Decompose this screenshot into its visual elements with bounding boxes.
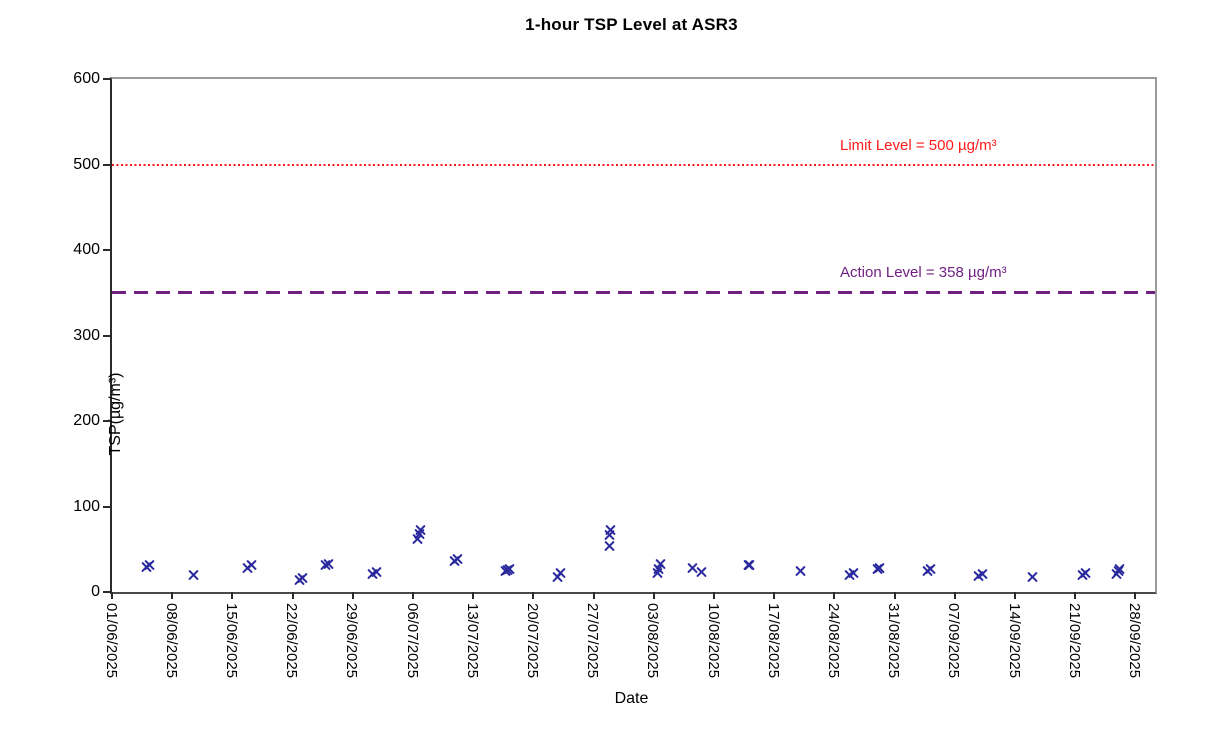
x-axis-tick [231, 592, 234, 599]
x-axis-tick [111, 592, 113, 599]
x-axis-tick [833, 592, 836, 599]
action-level-line [112, 291, 1155, 295]
x-axis-tick-label: 06/07/2025 [403, 603, 421, 679]
plot-area: Limit Level = 500 µg/m³ Action Level = 3… [73, 70, 1157, 678]
y-axis-tick [103, 505, 110, 508]
x-axis-tick-label: 14/09/2025 [1005, 603, 1023, 679]
y-axis-tick [103, 334, 110, 337]
x-axis-tick-label: 20/07/2025 [523, 603, 541, 679]
x-axis-tick [291, 592, 294, 599]
x-axis-tick-label: 15/06/2025 [222, 603, 240, 679]
x-axis-tick-label: 03/08/2025 [644, 603, 662, 679]
x-axis-tick-label: 29/06/2025 [343, 603, 361, 679]
x-axis-tick [351, 592, 354, 599]
x-axis-tick-label: 28/09/2025 [1125, 603, 1143, 679]
x-axis-tick [713, 592, 715, 599]
x-axis-tick-label: 24/08/2025 [824, 603, 842, 679]
y-axis-tick-label: 500 [73, 155, 100, 173]
limit-level-line [112, 163, 1155, 166]
x-axis-tick [472, 592, 475, 599]
y-axis-tick-label: 400 [73, 241, 100, 258]
action-level-label: Action Level = 358 µg/m³ [840, 263, 1007, 281]
y-axis-tick [103, 249, 110, 251]
y-axis-tick [103, 591, 110, 593]
chart-title: 1-hour TSP Level at ASR3 [525, 15, 738, 34]
x-axis-tick [652, 592, 655, 599]
x-axis-tick [893, 592, 896, 599]
x-axis-tick-label: 22/06/2025 [283, 603, 301, 679]
x-axis-title: Date [614, 690, 649, 707]
x-axis-tick-label: 07/09/2025 [945, 603, 963, 679]
y-axis-tick-label: 200 [73, 412, 100, 429]
x-axis-tick-label: 31/08/2025 [885, 603, 903, 679]
y-axis-tick [103, 163, 110, 166]
limit-level-label: Limit Level = 500 µg/m³ [840, 136, 997, 154]
x-axis-tick-label: 10/08/2025 [704, 603, 722, 679]
x-axis-tick-label: 17/08/2025 [764, 603, 782, 679]
y-axis-tick [103, 420, 110, 422]
x-axis-tick [1134, 592, 1137, 599]
x-axis-tick [953, 592, 956, 599]
x-axis-tick [532, 592, 535, 599]
x-axis-tick-label: 01/06/2025 [102, 603, 120, 679]
x-axis-tick [592, 592, 595, 599]
x-axis-tick-label: 08/06/2025 [162, 603, 180, 679]
y-axis-tick-label: 0 [91, 583, 100, 600]
y-axis-tick-label: 300 [73, 326, 100, 344]
x-axis-tick [171, 592, 174, 599]
x-axis-tick [1014, 592, 1016, 599]
x-axis-tick-label: 27/07/2025 [584, 603, 602, 679]
y-axis-tick-label: 600 [73, 70, 100, 87]
x-axis-tick [1074, 592, 1077, 599]
y-axis-tick-label: 100 [73, 497, 100, 515]
x-axis-tick [773, 592, 776, 599]
x-axis-tick-label: 13/07/2025 [463, 603, 481, 679]
x-axis-tick-label: 21/09/2025 [1065, 603, 1083, 679]
x-axis-tick [412, 592, 414, 599]
y-axis-tick [103, 78, 110, 80]
